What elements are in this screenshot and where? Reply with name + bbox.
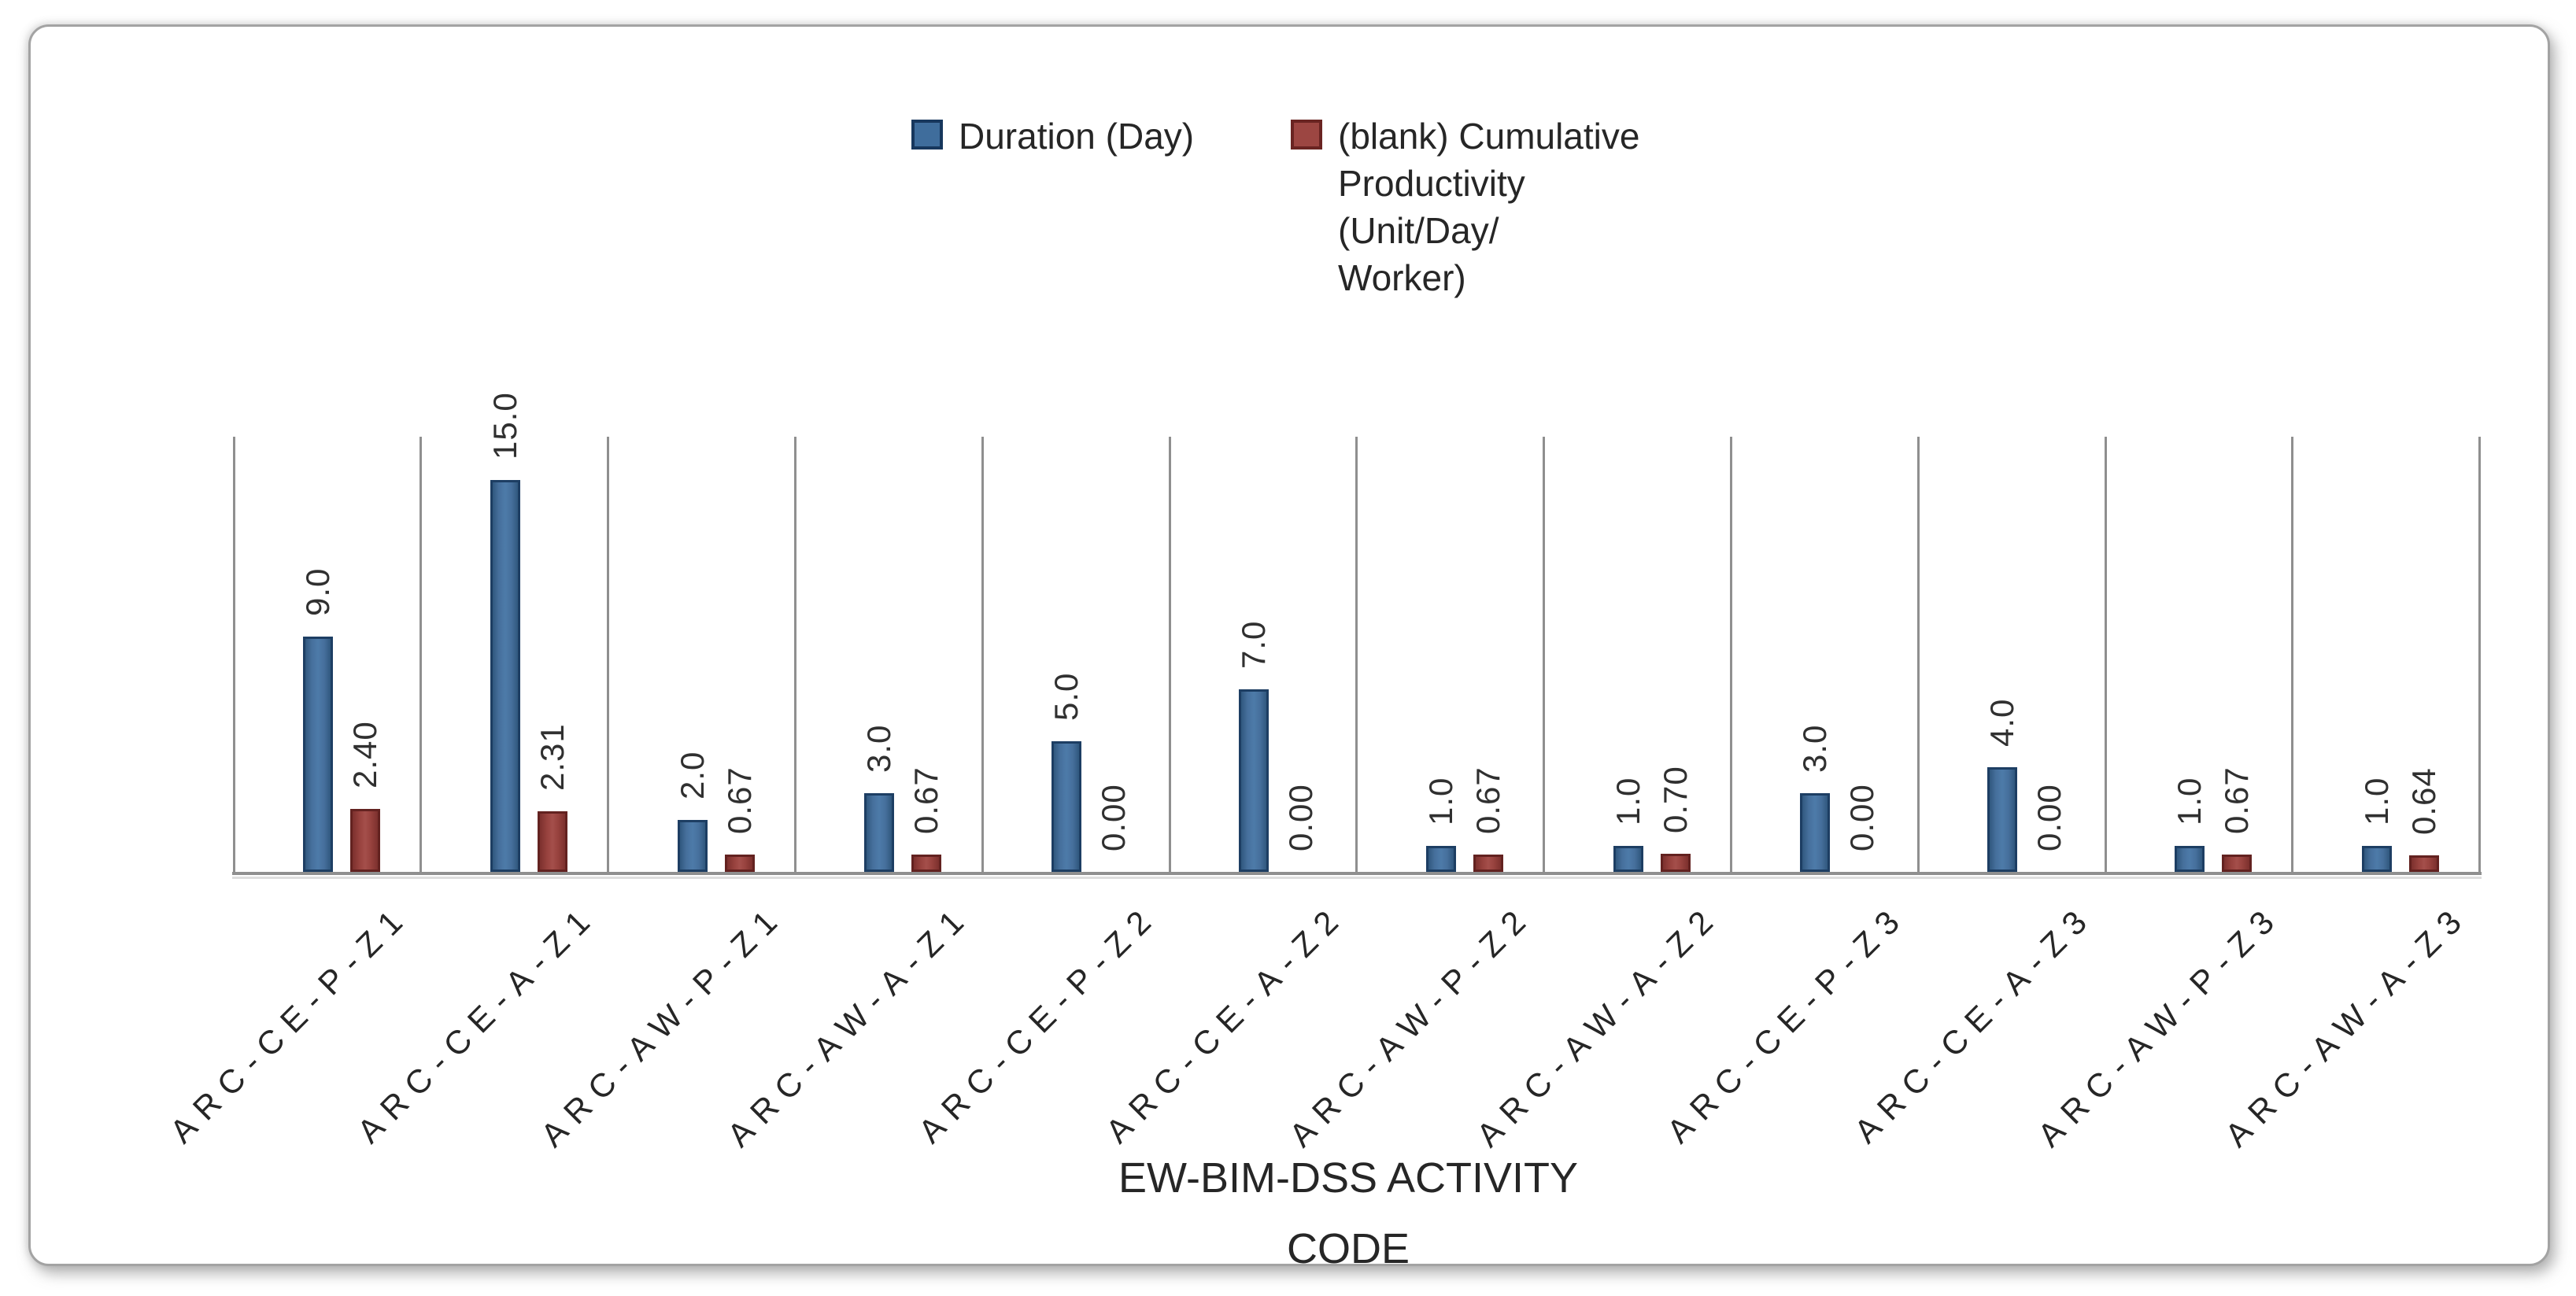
- bar-productivity: [1660, 853, 1691, 872]
- gridline: [2291, 437, 2294, 872]
- legend-item-cumulative-productivity: (blank) Cumulative Productivity (Unit/Da…: [1291, 113, 1639, 301]
- bar-duration: [1800, 793, 1831, 872]
- gridline: [1729, 437, 1732, 872]
- bar-duration: [2361, 845, 2392, 872]
- bar-productivity: [2221, 854, 2252, 872]
- data-label-productivity: 0.00: [1095, 784, 1133, 851]
- data-label-productivity: 2.31: [533, 723, 571, 792]
- bar-duration: [677, 819, 708, 872]
- data-label-productivity: 0.67: [720, 766, 758, 834]
- data-label-duration: 1.0: [1609, 777, 1646, 825]
- x-axis-title-line: EW-BIM-DSS ACTIVITY: [1118, 1154, 1579, 1202]
- data-label-duration: 15.0: [486, 392, 523, 460]
- bar-duration: [1425, 845, 1456, 872]
- data-label-productivity: 0.67: [2217, 766, 2255, 834]
- bar-productivity: [1473, 854, 1503, 872]
- legend-label-line: (blank) Cumulative: [1338, 116, 1640, 157]
- x-axis-shadow-line: [232, 877, 2482, 879]
- data-label-duration: 9.0: [298, 567, 336, 617]
- bar-productivity: [2408, 855, 2439, 872]
- gridline: [607, 437, 610, 872]
- x-axis-title: EW-BIM-DSS ACTIVITY CODE: [1033, 1143, 1663, 1284]
- data-label-duration: 5.0: [1048, 672, 1085, 721]
- gridline: [2104, 437, 2107, 872]
- data-label-productivity: 2.40: [346, 721, 383, 789]
- gridline: [793, 437, 796, 872]
- data-label-duration: 7.0: [1234, 620, 1272, 669]
- data-label-duration: 1.0: [2357, 777, 2395, 825]
- data-label-productivity: 0.00: [1843, 784, 1881, 851]
- data-label-duration: 4.0: [1983, 698, 2021, 748]
- data-label-duration: 1.0: [1421, 777, 1459, 825]
- chart-frame: Duration (Day) (blank) Cumulative Produc…: [28, 24, 2550, 1272]
- bar-duration: [1613, 845, 1643, 872]
- legend-label-duration: Duration (Day): [959, 116, 1195, 157]
- legend-label-line: Worker): [1338, 257, 1466, 298]
- legend-label-line: Productivity: [1338, 163, 1525, 204]
- data-label-duration: 1.0: [2170, 777, 2208, 825]
- data-label-duration: 3.0: [860, 725, 898, 774]
- gridline: [1543, 437, 1546, 872]
- bar-duration: [864, 793, 895, 872]
- data-label-productivity: 0.64: [2404, 767, 2442, 835]
- bar-duration: [1987, 767, 2018, 872]
- gridline: [1168, 437, 1171, 872]
- gridline: [232, 437, 235, 872]
- bar-productivity: [349, 809, 380, 872]
- bar-duration: [1238, 689, 1269, 872]
- gridline: [2478, 437, 2482, 872]
- bar-productivity: [537, 811, 567, 872]
- bar-duration: [490, 480, 520, 872]
- x-axis-title-line: CODE: [1286, 1225, 1410, 1272]
- gridline: [1916, 437, 1920, 872]
- x-axis-line: [232, 872, 2482, 875]
- bar-productivity: [911, 854, 942, 872]
- data-label-duration: 3.0: [1796, 725, 1834, 774]
- legend-item-duration: Duration (Day): [911, 113, 1194, 160]
- productivity-series-swatch-icon: [1291, 120, 1322, 150]
- data-label-duration: 2.0: [673, 751, 711, 799]
- gridline: [981, 437, 984, 872]
- bar-duration: [1051, 741, 1082, 872]
- legend-label-line: (Unit/Day/: [1338, 210, 1499, 251]
- gridline: [1355, 437, 1358, 872]
- gridline: [419, 437, 423, 872]
- plot-area: 9.0 2.40 ARC-CE-P-Z1 15.0 2.31 ARC-CE-A-Z1 2.0…: [31, 27, 2576, 1296]
- data-label-productivity: 0.67: [907, 766, 945, 834]
- data-label-productivity: 0.67: [1469, 766, 1506, 834]
- bar-duration: [302, 637, 333, 872]
- legend-label-cumulative-productivity: (blank) Cumulative Productivity (Unit/Da…: [1338, 113, 1639, 301]
- data-label-productivity: 0.00: [1281, 784, 1319, 851]
- data-label-productivity: 0.70: [1656, 766, 1694, 833]
- data-label-productivity: 0.00: [2031, 784, 2068, 851]
- duration-series-swatch-icon: [911, 120, 943, 150]
- bar-productivity: [724, 854, 755, 872]
- bar-duration: [2174, 845, 2205, 872]
